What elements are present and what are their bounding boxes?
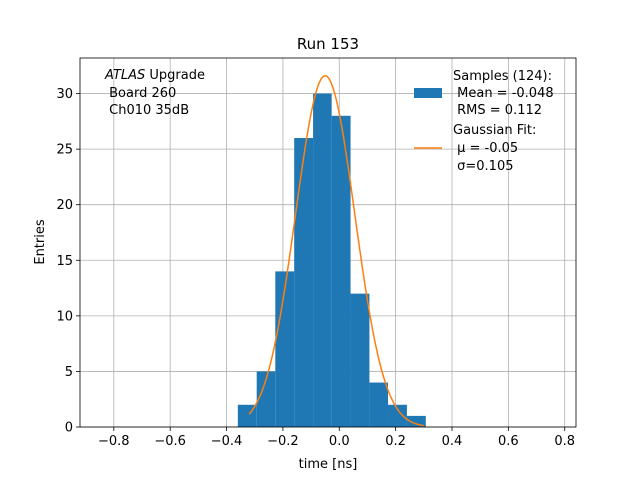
x-tick-label: −0.2 — [267, 434, 299, 449]
atlas-label: ATLAS — [104, 68, 145, 83]
histogram-bar — [331, 115, 351, 428]
histogram-bar — [369, 382, 389, 427]
x-tick-label: 0.6 — [498, 434, 519, 449]
histogram-bar — [256, 371, 276, 427]
x-tick-label: 0.0 — [329, 434, 350, 449]
y-tick-label: 25 — [56, 143, 73, 158]
x-tick-label: −0.4 — [211, 434, 243, 449]
histogram-bar — [388, 404, 407, 427]
gaussian-fit-curve — [248, 75, 424, 427]
plot-frame — [79, 57, 577, 428]
histogram-bar — [406, 415, 426, 427]
histogram-bar — [275, 271, 295, 427]
legend-fit-line-3: σ=0.105 — [453, 159, 513, 174]
x-tick-label: 0.8 — [554, 434, 575, 449]
annotation-upgrade: Upgrade — [145, 68, 205, 83]
y-tick-label: 0 — [65, 421, 73, 436]
x-tick-label: 0.4 — [442, 434, 463, 449]
y-tick-label: 15 — [56, 254, 73, 269]
annotation-line-2: Board 260 — [105, 86, 176, 101]
legend-fit-line-1: Gaussian Fit: — [453, 123, 536, 138]
x-tick-label: 0.2 — [385, 434, 406, 449]
chart-title: Run 153 — [297, 35, 359, 53]
annotation-line-3: Ch010 35dB — [105, 103, 189, 118]
x-tick-label: −0.8 — [98, 434, 130, 449]
y-axis-label: Entries — [33, 219, 48, 265]
legend: Samples (124): Mean = -0.048 RMS = 0.112… — [414, 69, 554, 174]
annotation: ATLAS Upgrade Board 260 Ch010 35dB — [104, 68, 205, 118]
legend-hist-line-1: Samples (124): — [453, 69, 552, 84]
legend-hist-marker — [414, 88, 442, 98]
y-axis-ticks: 0 5 10 15 20 25 30 — [56, 87, 80, 436]
legend-hist-line-2: Mean = -0.048 — [453, 86, 554, 101]
y-tick-label: 5 — [65, 365, 73, 380]
x-axis-ticks: −0.8 −0.6 −0.4 −0.2 0.0 0.2 0.4 0.6 0.8 — [98, 427, 575, 449]
y-tick-label: 20 — [56, 198, 73, 213]
histogram-bar — [313, 93, 332, 428]
annotation-line-1: ATLAS Upgrade — [104, 68, 205, 83]
histogram-bar — [294, 138, 314, 427]
histogram-bar — [350, 293, 370, 427]
legend-fit-line-2: μ = -0.05 — [453, 141, 518, 156]
y-tick-label: 10 — [56, 309, 73, 324]
legend-hist-line-3: RMS = 0.112 — [453, 103, 542, 118]
x-axis-label: time [ns] — [299, 457, 358, 472]
y-tick-label: 30 — [56, 87, 73, 102]
x-tick-label: −0.6 — [154, 434, 186, 449]
